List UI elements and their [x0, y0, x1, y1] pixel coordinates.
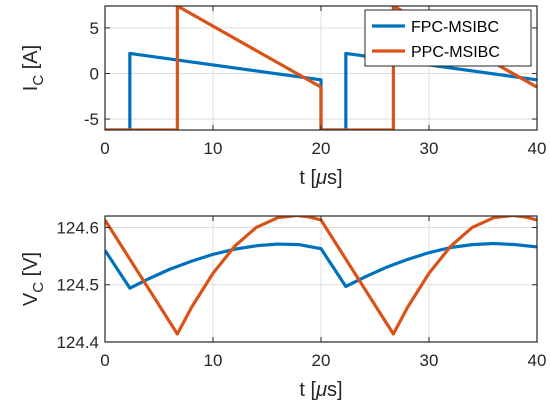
y-tick-label: 124.4 — [56, 333, 99, 352]
x-tick-label: 10 — [204, 351, 223, 370]
x-tick-label: 30 — [420, 351, 439, 370]
x-tick-label: 10 — [204, 139, 223, 158]
legend-label: FPC-MSIBC — [411, 19, 499, 36]
x-tick-label: 30 — [420, 139, 439, 158]
x-tick-label: 40 — [528, 139, 547, 158]
voltage-plot: 0 10 20 30 40 124.4 124.5 124.6 t [μs] VC [V] — [20, 215, 546, 401]
legend-box — [364, 9, 532, 67]
legend-label: PPC-MSIBC — [411, 44, 500, 61]
y-tick-label: 5 — [90, 19, 99, 38]
y-tick-label: 124.5 — [56, 276, 99, 295]
y-tick-label: -5 — [84, 110, 99, 129]
x-tick-label: 0 — [100, 351, 109, 370]
x-tick-label: 40 — [528, 351, 547, 370]
legend: FPC-MSIBC PPC-MSIBC — [364, 9, 532, 67]
x-tick-label: 0 — [100, 139, 109, 158]
y-tick-label: 0 — [90, 64, 99, 83]
y-axis-label: VC [V] — [20, 252, 47, 306]
y-axis-label: IC [A] — [20, 45, 47, 91]
series-line-fpc-msibc — [105, 241, 537, 290]
x-axis-label: t [μs] — [299, 167, 342, 189]
x-axis-label: t [μs] — [299, 379, 342, 401]
y-tick-label: 124.6 — [56, 218, 99, 237]
x-tick-label: 20 — [312, 139, 331, 158]
x-tick-label: 20 — [312, 351, 331, 370]
